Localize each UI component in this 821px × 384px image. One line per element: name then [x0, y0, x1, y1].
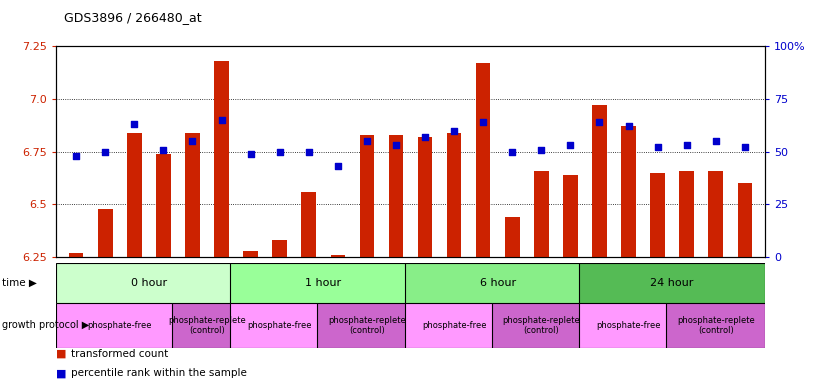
- Bar: [230, 263, 416, 303]
- Bar: [156, 154, 171, 257]
- Bar: [579, 263, 765, 303]
- Bar: [127, 132, 141, 257]
- Text: growth protocol ▶: growth protocol ▶: [2, 320, 89, 331]
- Bar: [214, 61, 229, 257]
- Bar: [301, 192, 316, 257]
- Point: [419, 134, 432, 140]
- Text: phosphate-replete
(control): phosphate-replete (control): [168, 316, 245, 335]
- Text: phosphate-free: phosphate-free: [596, 321, 661, 330]
- Point: [302, 149, 315, 155]
- Bar: [680, 170, 694, 257]
- Bar: [243, 251, 258, 257]
- Bar: [98, 209, 112, 257]
- Point: [447, 127, 461, 134]
- Point: [157, 146, 170, 152]
- Bar: [318, 303, 416, 348]
- Bar: [534, 170, 548, 257]
- Bar: [331, 255, 345, 257]
- Text: ■: ■: [56, 368, 67, 378]
- Bar: [360, 135, 374, 257]
- Point: [709, 138, 722, 144]
- Text: phosphate-replete
(control): phosphate-replete (control): [328, 316, 406, 335]
- Bar: [621, 126, 635, 257]
- Bar: [56, 263, 242, 303]
- Bar: [69, 253, 84, 257]
- Bar: [172, 303, 242, 348]
- Point: [244, 151, 257, 157]
- Bar: [56, 303, 184, 348]
- Point: [477, 119, 490, 125]
- Text: phosphate-free: phosphate-free: [88, 321, 152, 330]
- Bar: [186, 132, 200, 257]
- Point: [99, 149, 112, 155]
- Point: [534, 146, 548, 152]
- Bar: [592, 105, 607, 257]
- Text: ■: ■: [56, 349, 67, 359]
- Text: phosphate-replete
(control): phosphate-replete (control): [677, 316, 754, 335]
- Point: [593, 119, 606, 125]
- Point: [738, 144, 751, 151]
- Point: [215, 117, 228, 123]
- Text: 24 hour: 24 hour: [650, 278, 694, 288]
- Bar: [405, 263, 591, 303]
- Point: [331, 164, 344, 170]
- Point: [564, 142, 577, 148]
- Point: [622, 123, 635, 129]
- Bar: [388, 135, 403, 257]
- Bar: [563, 175, 578, 257]
- Point: [186, 138, 199, 144]
- Text: 6 hour: 6 hour: [479, 278, 516, 288]
- Bar: [709, 170, 723, 257]
- Bar: [273, 240, 287, 257]
- Point: [506, 149, 519, 155]
- Bar: [447, 132, 461, 257]
- Text: phosphate-free: phosphate-free: [422, 321, 486, 330]
- Text: transformed count: transformed count: [71, 349, 167, 359]
- Point: [389, 142, 402, 148]
- Bar: [492, 303, 591, 348]
- Bar: [230, 303, 329, 348]
- Bar: [667, 303, 765, 348]
- Bar: [505, 217, 520, 257]
- Point: [360, 138, 374, 144]
- Point: [651, 144, 664, 151]
- Point: [70, 153, 83, 159]
- Point: [680, 142, 693, 148]
- Point: [273, 149, 287, 155]
- Point: [128, 121, 141, 127]
- Text: GDS3896 / 266480_at: GDS3896 / 266480_at: [64, 12, 202, 25]
- Text: phosphate-free: phosphate-free: [247, 321, 312, 330]
- Bar: [579, 303, 678, 348]
- Text: phosphate-replete
(control): phosphate-replete (control): [502, 316, 580, 335]
- Text: 0 hour: 0 hour: [131, 278, 167, 288]
- Bar: [650, 173, 665, 257]
- Text: percentile rank within the sample: percentile rank within the sample: [71, 368, 246, 378]
- Text: time ▶: time ▶: [2, 278, 36, 288]
- Bar: [737, 184, 752, 257]
- Text: 1 hour: 1 hour: [305, 278, 342, 288]
- Bar: [476, 63, 490, 257]
- Bar: [418, 137, 433, 257]
- Bar: [405, 303, 503, 348]
